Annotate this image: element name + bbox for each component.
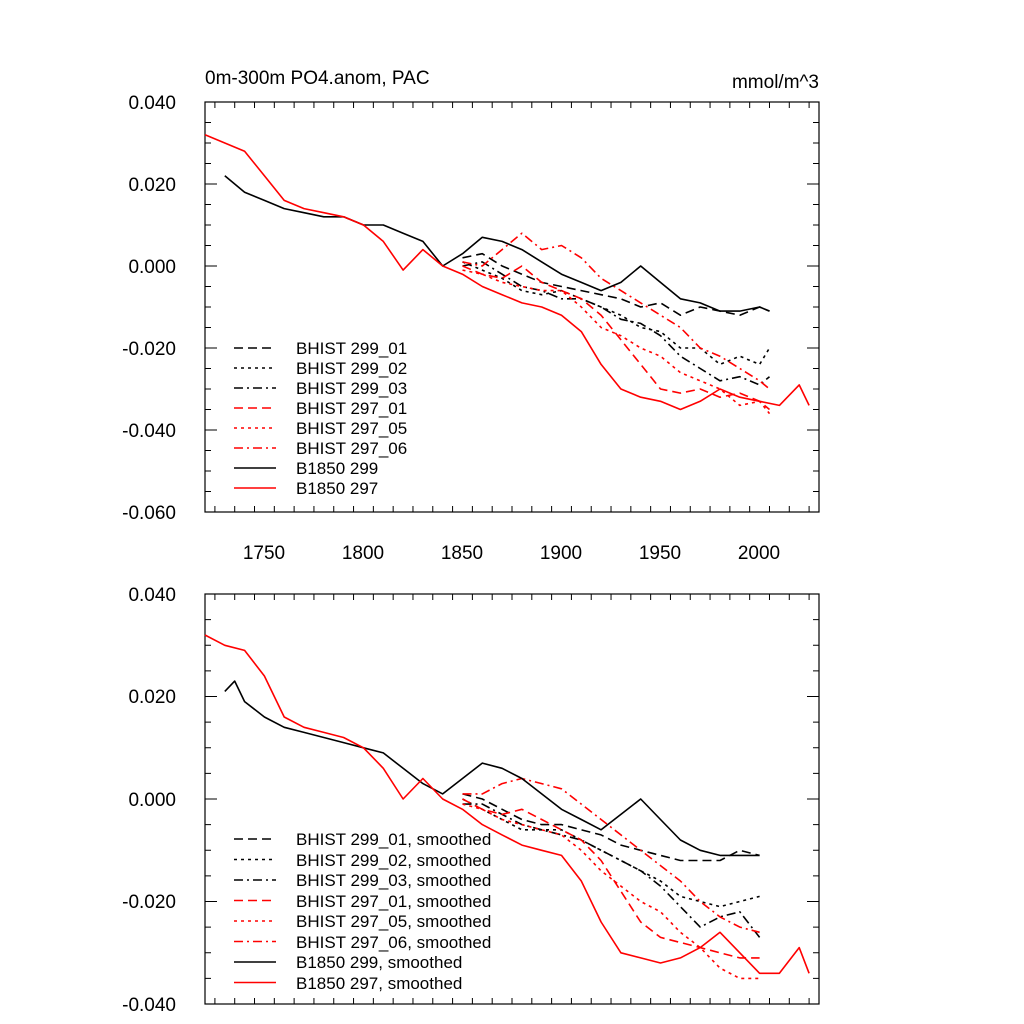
top-legend-label: BHIST 299_02 (296, 359, 407, 378)
top-x-tick-label: 1750 (243, 543, 285, 564)
bottom-y-tick-label: 0.000 (128, 790, 176, 811)
top-series-line-7 (224, 175, 770, 312)
top-series-line-8 (204, 134, 810, 411)
top-y-tick-labels: 0.040 0.020 0.000 -0.020 -0.040 -0.060 (122, 93, 176, 524)
bottom-series-line-4 (462, 798, 760, 959)
top-series-line-1 (462, 252, 770, 317)
bottom-series-line-6 (462, 777, 760, 934)
top-legend-label: BHIST 299_01 (296, 339, 407, 358)
bottom-legend-label: BHIST 297_06, smoothed (296, 933, 491, 952)
bottom-legend-label: BHIST 299_01, smoothed (296, 830, 491, 849)
bottom-legend-label: BHIST 297_05, smoothed (296, 912, 491, 931)
top-legend-label: BHIST 297_05 (296, 419, 407, 438)
top-panel: 0m-300m PO4.anom, PAC mmol/m^3 0.040 0.0… (122, 68, 820, 564)
bottom-series-line-5 (462, 803, 760, 980)
bottom-tick-marks (205, 593, 819, 1005)
bottom-series-line-1 (462, 793, 760, 862)
top-series-line-6 (462, 232, 771, 390)
top-y-tick-label: -0.060 (122, 503, 176, 524)
top-legend: BHIST 299_01 BHIST 299_02 BHIST 299_03 B… (234, 339, 407, 498)
top-legend-label: BHIST 297_06 (296, 439, 407, 458)
top-x-tick-label: 2000 (738, 543, 780, 564)
top-tick-marks (205, 101, 819, 513)
top-series-line-3 (462, 261, 771, 386)
bottom-series-line-3 (462, 803, 761, 938)
top-series-line-4 (462, 265, 771, 411)
bottom-legend-label: B1850 297, smoothed (296, 974, 462, 993)
top-x-tick-label: 1900 (540, 543, 582, 564)
top-y-tick-label: -0.040 (122, 421, 176, 442)
top-x-tick-labels: 1750 1800 1850 1900 1950 2000 (243, 543, 780, 564)
bottom-y-tick-label: -0.040 (122, 995, 176, 1016)
top-y-tick-label: 0.040 (128, 93, 176, 114)
bottom-series-line-7 (224, 680, 760, 857)
top-y-tick-label: 0.020 (128, 175, 176, 196)
top-x-tick-label: 1800 (342, 543, 384, 564)
top-series-line-2 (462, 261, 771, 366)
top-legend-label: BHIST 299_03 (296, 379, 407, 398)
top-y-tick-label: 0.000 (128, 257, 176, 278)
top-legend-label: B1850 299 (296, 459, 378, 478)
top-legend-label: B1850 297 (296, 479, 378, 498)
top-chart-title: 0m-300m PO4.anom, PAC (205, 68, 430, 89)
bottom-y-tick-labels: 0.040 0.020 0.000 -0.020 -0.040 (122, 585, 176, 1016)
bottom-series-line-8 (204, 634, 810, 975)
top-y-tick-label: -0.020 (122, 339, 176, 360)
bottom-y-tick-label: 0.020 (128, 687, 176, 708)
bottom-panel: 0.040 0.020 0.000 -0.020 -0.040 BHIST 29… (122, 585, 820, 1016)
bottom-y-tick-label: 0.040 (128, 585, 176, 606)
bottom-y-tick-label: -0.020 (122, 892, 176, 913)
bottom-legend-label: BHIST 297_01, smoothed (296, 892, 491, 911)
bottom-legend: BHIST 299_01, smoothed BHIST 299_02, smo… (234, 830, 491, 993)
bottom-legend-label: B1850 299, smoothed (296, 953, 462, 972)
top-legend-label: BHIST 297_01 (296, 399, 407, 418)
bottom-series-group (204, 634, 810, 980)
bottom-legend-label: BHIST 299_03, smoothed (296, 871, 491, 890)
top-x-tick-label: 1850 (441, 543, 483, 564)
top-x-tick-label: 1950 (639, 543, 681, 564)
top-series-group (204, 134, 810, 415)
top-chart-units: mmol/m^3 (732, 72, 819, 93)
bottom-legend-label: BHIST 299_02, smoothed (296, 851, 491, 870)
bottom-series-line-2 (462, 798, 760, 908)
top-series-line-5 (462, 269, 771, 415)
